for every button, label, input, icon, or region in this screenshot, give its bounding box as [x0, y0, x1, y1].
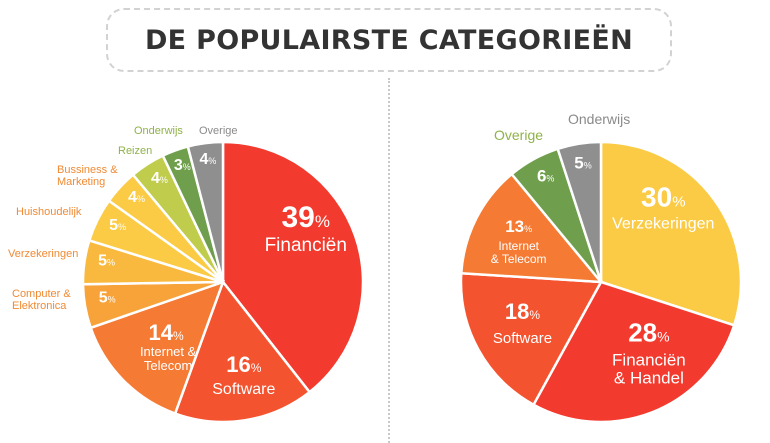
pie1-value-reizen: 4%	[151, 170, 168, 187]
pie1-value-computer-elektronica: 5%	[99, 289, 116, 306]
pie1-value-internet-telecom: 14%	[149, 320, 184, 345]
pie1-label-huishoudelijk: Huishoudelijk	[16, 206, 82, 218]
pie2-value-overige: 6%	[537, 166, 554, 185]
pie1-label-verzekeringen: Verzekeringen	[8, 248, 78, 260]
pie1-value-onderwijs: 3%	[174, 157, 191, 174]
pie1-value-software: 16%	[226, 352, 261, 377]
title-box: DE POPULAIRSTE CATEGORIEËN	[106, 8, 672, 72]
pie2-value-onderwijs: 5%	[574, 154, 591, 173]
pie1-label-computer-elektronica: Computer & Elektronica	[12, 288, 71, 312]
pie2-label-verzekeringen: Verzekeringen	[612, 216, 714, 233]
pie1-label-overige: Overige	[199, 125, 238, 137]
pie1-label-financi-n: Financiën	[265, 235, 347, 256]
pie-chart-2: 30% Verzekeringen 28%Financiën & Handel 18% S…	[459, 111, 743, 424]
pie2-value-software: 18%	[505, 299, 540, 324]
pie2-label-internet-telecom: Internet & Telecom	[491, 239, 547, 266]
pie1-slice-financi-n	[221, 140, 365, 394]
pie1-label-software: Software	[212, 381, 275, 398]
pie2-slice-internet-telecom	[459, 172, 604, 284]
pie1-label-bussiness-marketing: Bussiness & Marketing	[57, 164, 118, 188]
pie1-value-verzekeringen: 5%	[98, 252, 115, 269]
pie1-slice-overige	[186, 140, 225, 283]
pie2-label-financi-n-handel: Financiën & Handel	[612, 350, 686, 387]
pie1-slice-internet-telecom	[89, 279, 226, 416]
pie2-value-internet-telecom: 13%	[505, 217, 532, 236]
chart-divider	[388, 78, 390, 443]
pie1-label-onderwijs: Onderwijs	[134, 125, 183, 137]
pie1-value-huishoudelijk: 5%	[109, 217, 126, 234]
pie2-slice-verzekeringen	[599, 140, 743, 327]
pie2-label-software: Software	[493, 330, 552, 347]
pie1-value-financi-n: 39%	[282, 201, 331, 234]
pie1-slice-software	[173, 279, 312, 424]
pie1-label-internet-telecom: Internet & Telecom	[140, 344, 197, 373]
pie2-slice-financi-n-handel	[531, 280, 736, 424]
pie2-label-overige: Overige	[494, 127, 543, 143]
pie2-value-verzekeringen: 30%	[641, 182, 686, 213]
pie1-label-reizen: Reizen	[118, 145, 152, 157]
pie2-slice-onderwijs	[556, 140, 603, 283]
pie1-value-overige: 4%	[199, 151, 216, 168]
pie2-label-onderwijs: Onderwijs	[568, 111, 630, 127]
page-title: DE POPULAIRSTE CATEGORIEËN	[144, 24, 634, 56]
pie2-slice-software	[459, 271, 604, 407]
pie-chart-1: 39%Financiën 16% Software 14%Internet & Tele…	[8, 125, 365, 424]
pie1-value-bussiness-marketing: 4%	[128, 189, 145, 206]
pie2-value-financi-n-handel: 28%	[628, 317, 669, 347]
